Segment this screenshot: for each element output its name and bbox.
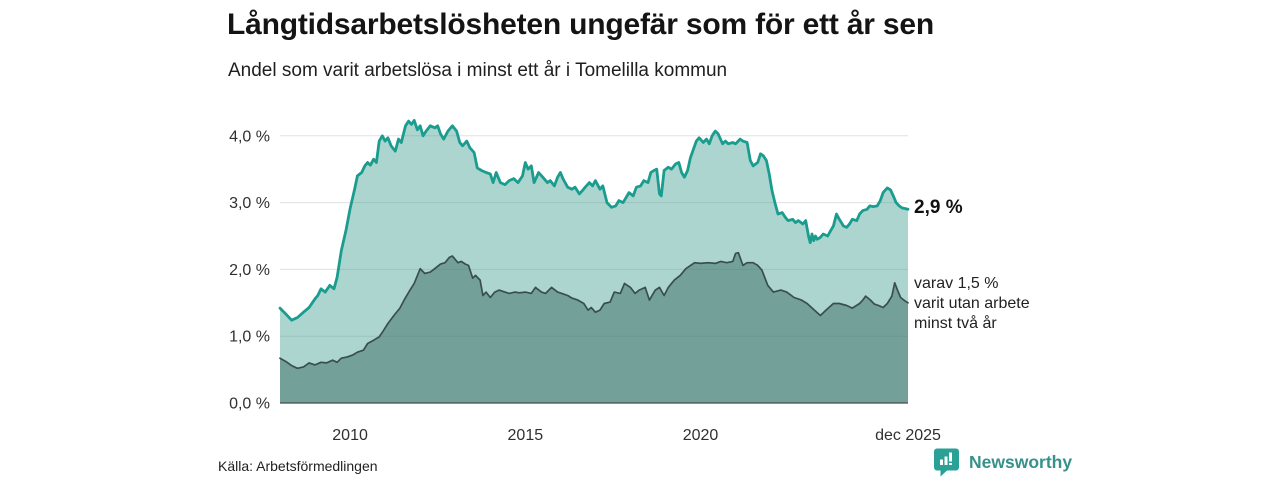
- y-tick-label: 1,0 %: [229, 329, 270, 346]
- series-end-label-breakdown: varav 1,5 % varit utan arbete minst två …: [914, 274, 1030, 334]
- x-tick-label: 2015: [508, 427, 544, 444]
- y-tick-label: 0,0 %: [229, 396, 270, 413]
- y-tick-label: 4,0 %: [229, 128, 270, 145]
- area-two-years: [280, 252, 908, 403]
- line-total: [278, 119, 910, 322]
- breakdown-line: varit utan arbete: [914, 295, 1030, 312]
- x-tick-label: 2010: [332, 427, 368, 444]
- y-tick-label: 3,0 %: [229, 195, 270, 212]
- line-two-years: [279, 251, 909, 370]
- x-tick-label: 2020: [683, 427, 719, 444]
- branding: Newsworthy: [934, 448, 1072, 477]
- x-tick-label: dec 2025: [875, 427, 941, 444]
- y-tick-label: 2,0 %: [229, 262, 270, 279]
- source-attribution: Källa: Arbetsförmedlingen: [218, 458, 378, 474]
- breakdown-line: minst två år: [914, 315, 997, 332]
- newsworthy-logo-icon: [934, 448, 959, 477]
- newsworthy-logo-text: Newsworthy: [969, 452, 1073, 472]
- breakdown-line: varav 1,5 %: [914, 275, 999, 292]
- page-subtitle: Andel som varit arbetslösa i minst ett å…: [228, 60, 728, 81]
- series-end-label-total: 2,9 %: [914, 197, 963, 218]
- page-title: Långtidsarbetslösheten ungefär som för e…: [227, 8, 935, 41]
